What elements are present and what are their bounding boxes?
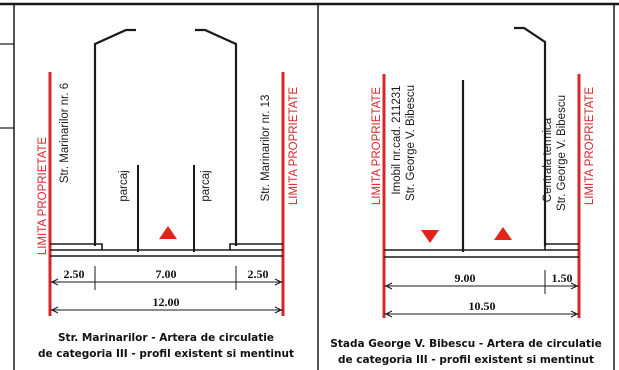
right-panel: LIMITA PROPRIETATE Imobil nr.cad. 211231… <box>330 26 602 366</box>
dimension-sidewalk-right: 2.50 <box>248 267 269 281</box>
parking-label-left: parcaj <box>118 170 130 201</box>
left-panel: LIMITA PROPRIETATE Str. Marinarilor nr. … <box>37 28 300 360</box>
caption-line-2: de categoria III - profil existent si me… <box>338 354 594 366</box>
parking-label-right: parcaj <box>200 170 212 201</box>
building-label-right-line1: Centrala termica <box>542 117 554 202</box>
dimension-roadway: 7.00 <box>156 267 177 281</box>
street-label-right: Str. Marinarilor nr. 13 <box>260 95 272 202</box>
road-profile-left <box>50 243 283 257</box>
caption-line-1: Str. Marinarilor - Artera de circulatie <box>58 332 274 344</box>
caption-line-2: de categoria III - profil existent si me… <box>38 348 294 360</box>
property-limit-label-right: LIMITA PROPRIETATE <box>584 87 596 206</box>
direction-arrow-up <box>159 226 177 239</box>
road-profile-right <box>384 243 579 258</box>
dimension-sidewalk-left: 2.50 <box>64 267 85 281</box>
dimension-lines-left <box>50 266 283 314</box>
dimension-sidewalk: 1.50 <box>552 271 573 285</box>
direction-arrow-down <box>421 230 439 243</box>
property-limit-label-left: LIMITA PROPRIETATE <box>371 87 383 206</box>
dimension-lines-right <box>384 270 579 318</box>
direction-arrow-up <box>494 227 512 240</box>
building-label-left-line1: Imobil nr.cad. 211231 <box>391 85 403 194</box>
building-label-left-line2: Str. George V. Bibescu <box>405 85 417 201</box>
property-limit-label-left: LIMITA PROPRIETATE <box>37 137 49 256</box>
street-lamp-right <box>195 28 238 246</box>
street-lamp <box>514 26 547 246</box>
street-label-left: Str. Marinarilor nr. 6 <box>59 83 71 183</box>
dimension-total: 12.00 <box>153 295 180 309</box>
dimension-total: 10.50 <box>469 299 496 313</box>
building-label-right-line2: Str. George V. Bibescu <box>556 95 568 211</box>
street-lamp-left <box>93 28 136 246</box>
property-limit-label-right: LIMITA PROPRIETATE <box>288 87 300 206</box>
dimension-roadway: 9.00 <box>455 271 476 285</box>
caption-line-1: Stada George V. Bibescu - Artera de circ… <box>330 338 601 350</box>
